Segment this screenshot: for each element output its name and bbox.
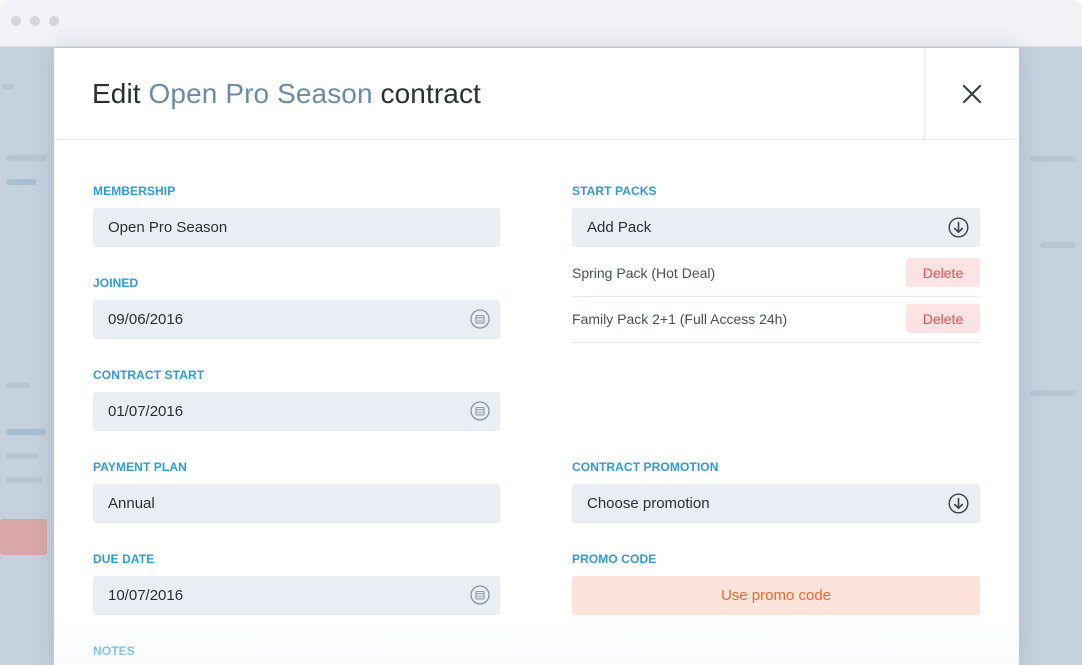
joined-date-field[interactable]: 09/06/2016 [93,300,500,339]
arrow-down-circle-icon [948,493,969,514]
edit-contract-modal: Edit Open Pro Season contract MEMBERSHIP… [54,48,1019,665]
title-contract-name: Open Pro Season [148,78,373,109]
pack-list-item: Family Pack 2+1 (Full Access 24h) Delete [572,297,980,343]
add-pack-dropdown[interactable]: Add Pack [572,208,980,247]
backdrop-placeholder [1030,390,1076,396]
backdrop-placeholder [0,519,47,555]
backdrop-placeholder [6,477,42,483]
window-titlebar [0,0,1082,47]
joined-label: JOINED [93,276,139,290]
use-promo-code-button[interactable]: Use promo code [572,576,980,615]
window-control-dot[interactable] [49,16,59,26]
backdrop-placeholder [6,453,38,459]
membership-label: MEMBERSHIP [93,184,176,198]
close-icon [962,84,982,104]
pack-list-item: Spring Pack (Hot Deal) Delete [572,251,980,297]
payment-plan-field[interactable]: Annual [93,484,500,523]
joined-value: 09/06/2016 [108,311,184,328]
due-date-label: DUE DATE [93,552,155,566]
contract-start-value: 01/07/2016 [108,403,184,420]
backdrop-placeholder [1030,156,1076,162]
add-pack-label: Add Pack [587,219,652,236]
close-button[interactable] [924,48,1019,140]
notes-label: NOTES [93,644,135,658]
payment-plan-value: Annual [108,495,155,512]
modal-title: Edit Open Pro Season contract [92,78,481,110]
modal-header: Edit Open Pro Season contract [54,48,1019,140]
backdrop-placeholder [6,179,36,185]
pack-name: Spring Pack (Hot Deal) [572,265,716,281]
due-date-value: 10/07/2016 [108,587,184,604]
arrow-down-circle-icon [948,217,969,238]
calendar-icon[interactable] [470,309,490,329]
backdrop-placeholder [6,382,30,388]
contract-promotion-label: CONTRACT PROMOTION [572,460,719,474]
window-control-dot[interactable] [11,16,21,26]
backdrop-placeholder [6,429,46,435]
contract-promotion-dropdown[interactable]: Choose promotion [572,484,980,523]
calendar-icon[interactable] [470,585,490,605]
window-control-dot[interactable] [30,16,40,26]
promo-code-label: PROMO CODE [572,552,657,566]
bottom-fade [54,615,1019,665]
backdrop-placeholder [2,84,14,90]
contract-promotion-value: Choose promotion [587,495,710,512]
membership-value: Open Pro Season [108,219,228,236]
title-prefix: Edit [92,78,141,109]
delete-pack-button[interactable]: Delete [906,304,980,333]
backdrop-placeholder [1040,242,1076,248]
membership-field[interactable]: Open Pro Season [93,208,500,247]
title-suffix: contract [380,78,481,109]
payment-plan-label: PAYMENT PLAN [93,460,187,474]
contract-start-label: CONTRACT START [93,368,205,382]
start-packs-label: START PACKS [572,184,657,198]
backdrop-placeholder [6,155,46,161]
due-date-field[interactable]: 10/07/2016 [93,576,500,615]
delete-pack-button[interactable]: Delete [906,258,980,287]
calendar-icon[interactable] [470,401,490,421]
pack-name: Family Pack 2+1 (Full Access 24h) [572,311,788,327]
contract-start-date-field[interactable]: 01/07/2016 [93,392,500,431]
